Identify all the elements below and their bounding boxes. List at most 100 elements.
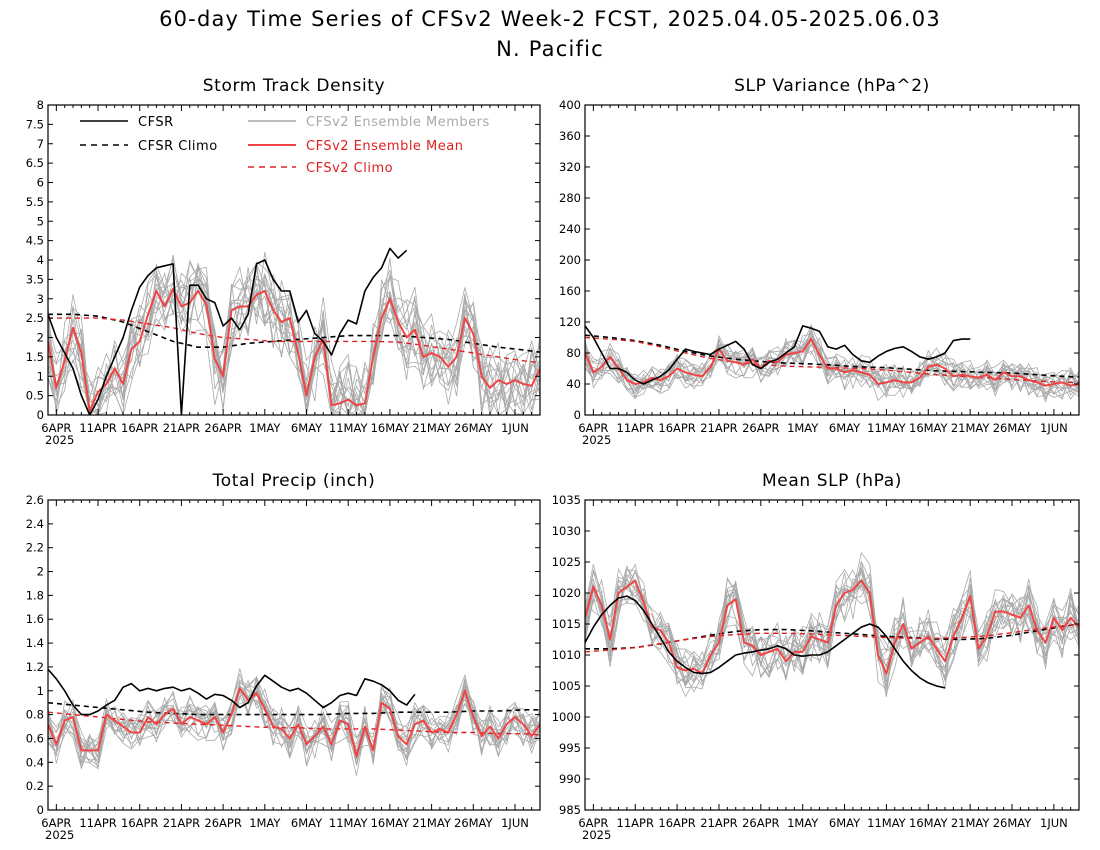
y-tick-label: 1.8: [26, 588, 44, 602]
y-tick-label: 2: [37, 331, 44, 345]
y-tick-label: 240: [559, 222, 581, 236]
x-tick-label: 1JUN: [1040, 816, 1068, 830]
panel-title: SLP Variance (hPa^2): [734, 76, 930, 96]
plot-frame: [47, 104, 541, 416]
y-tick-label: 1000: [552, 710, 581, 724]
x-tick-label: 11MAY: [867, 421, 907, 435]
x-tick-label: 6MAY: [291, 816, 323, 830]
y-tick-label: 6.5: [26, 156, 44, 170]
panel-title: Total Precip (inch): [212, 471, 376, 491]
x-tick-label: 1JUN: [501, 816, 529, 830]
x-year-label: 2025: [45, 828, 74, 842]
y-tick-label: 990: [559, 772, 581, 786]
series-line-cfsr-climo: [585, 334, 1079, 378]
x-tick-label: 26APR: [204, 816, 241, 830]
y-tick-label: 7.5: [26, 117, 44, 131]
x-tick-label: 16MAY: [909, 421, 949, 435]
x-tick-label: 26APR: [204, 421, 241, 435]
x-year-label: 2025: [582, 828, 611, 842]
series-line-cfsr-climo: [48, 701, 540, 716]
x-year-label: 2025: [582, 433, 611, 447]
x-tick-label: 21MAY: [412, 816, 452, 830]
panel-storm-track-density: Storm Track Density 0 0.5 1 1.5 2 2.5 3 3.5 4 4.5 5…: [26, 76, 541, 447]
y-tick-label: 0.6: [26, 731, 44, 745]
y-tick-label: 2.2: [26, 541, 44, 555]
x-tick-label: 1JUN: [501, 421, 529, 435]
x-tick-label: 21APR: [700, 816, 737, 830]
panel-title: Storm Track Density: [203, 76, 385, 96]
y-tick-label: 0.4: [26, 755, 44, 769]
y-tick-label: 5: [37, 214, 44, 228]
y-tick-label: 1.2: [26, 660, 44, 674]
y-tick-label: 995: [559, 741, 581, 755]
y-tick-label: 5.5: [26, 195, 44, 209]
y-tick-label: 200: [559, 253, 581, 267]
y-tick-label: 4: [37, 253, 44, 267]
y-tick-label: 6: [37, 176, 44, 190]
ensemble-member-line: [585, 323, 1079, 396]
x-tick-label: 16MAY: [371, 421, 411, 435]
y-tick-label: 1020: [552, 586, 581, 600]
x-tick-label: 6MAY: [829, 816, 861, 830]
series-line-cfsr: [585, 325, 971, 385]
y-tick-label: 2.6: [26, 493, 44, 507]
legend: CFSR CFSR Climo CFSv2 Ensemble Members CFSv…: [80, 115, 490, 176]
ensemble-member-line: [48, 283, 540, 415]
series-line-cfsv2-climo: [48, 711, 540, 736]
ensemble-member-line: [585, 333, 1079, 400]
legend-label-cfsr-climo: CFSR Climo: [138, 139, 218, 154]
legend-label-members: CFSv2 Ensemble Members: [306, 115, 490, 130]
y-tick-label: 2: [37, 565, 44, 579]
y-tick-label: 2.5: [26, 311, 44, 325]
x-tick-label: 26MAY: [454, 421, 494, 435]
y-tick-label: 1015: [552, 617, 581, 631]
x-tick-label: 16APR: [658, 421, 695, 435]
x-tick-label: 11APR: [79, 421, 116, 435]
panel-mean-slp: Mean SLP (hPa) 985 990 995 1000 1005 1010 1015 1…: [552, 471, 1080, 842]
series-line-ens-mean: [48, 687, 540, 758]
y-tick-label: 120: [559, 315, 581, 329]
y-tick-label: 1: [37, 684, 44, 698]
y-tick-label: 985: [559, 803, 581, 817]
plot-frame: [584, 499, 1080, 811]
series-line-cfsv2-climo: [48, 317, 540, 364]
legend-label-cfsr: CFSR: [138, 115, 174, 130]
x-tick-label: 16MAY: [371, 816, 411, 830]
figure-title: 60-day Time Series of CFSv2 Week-2 FCST,…: [159, 7, 941, 31]
x-tick-label: 16APR: [121, 816, 158, 830]
x-year-label: 2025: [45, 433, 74, 447]
x-tick-label: 11APR: [617, 816, 654, 830]
y-tick-label: 7: [37, 137, 44, 151]
x-tick-label: 1MAY: [787, 421, 819, 435]
y-tick-label: 3.5: [26, 272, 44, 286]
series-line-cfsr: [48, 668, 416, 716]
panel-slp-variance: SLP Variance (hPa^2) 0 40 80 120 160 200 240 280…: [559, 76, 1080, 447]
y-tick-label: 160: [559, 284, 581, 298]
x-tick-label: 21APR: [700, 421, 737, 435]
x-tick-label: 1MAY: [249, 816, 281, 830]
x-tick-label: 21MAY: [412, 421, 452, 435]
x-tick-label: 11APR: [79, 816, 116, 830]
y-tick-label: 80: [566, 346, 581, 360]
x-tick-label: 16APR: [121, 421, 158, 435]
series-line-cfsr: [48, 247, 408, 415]
x-tick-label: 21APR: [163, 816, 200, 830]
x-tick-label: 21APR: [163, 421, 200, 435]
x-tick-label: 6APR: [578, 816, 608, 830]
x-tick-label: 11MAY: [329, 816, 369, 830]
x-tick-label: 6MAY: [291, 421, 323, 435]
y-tick-label: 2.4: [26, 517, 44, 531]
y-tick-label: 360: [559, 129, 581, 143]
y-tick-label: 0: [574, 408, 581, 422]
y-tick-label: 1.5: [26, 350, 44, 364]
figure-subtitle: N. Pacific: [496, 37, 604, 61]
x-tick-label: 16MAY: [909, 816, 949, 830]
y-tick-label: 8: [37, 98, 44, 112]
y-tick-label: 1.6: [26, 612, 44, 626]
y-tick-label: 0.2: [26, 779, 44, 793]
x-tick-label: 26APR: [742, 421, 779, 435]
x-tick-label: 16APR: [658, 816, 695, 830]
plot-frame: [47, 499, 541, 811]
x-tick-label: 21MAY: [951, 421, 991, 435]
